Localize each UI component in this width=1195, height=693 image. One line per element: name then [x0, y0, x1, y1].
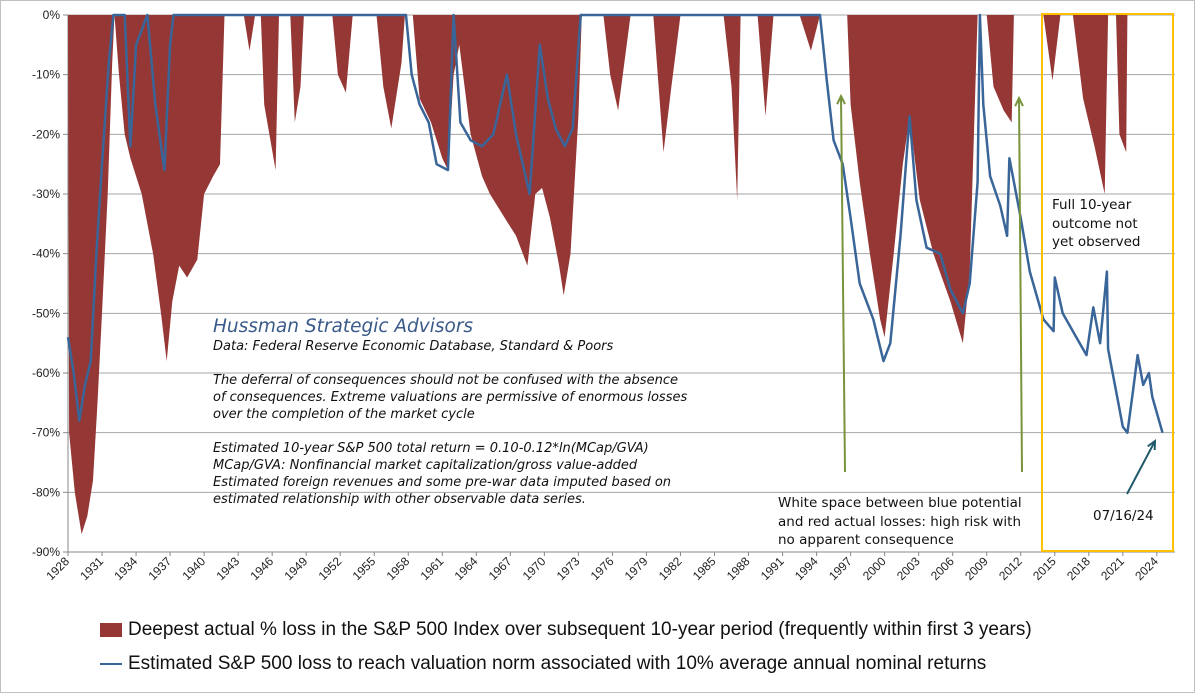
info-line: over the completion of the market cycle [213, 407, 475, 422]
y-tick-label: -80% [32, 485, 60, 499]
info-title: Hussman Strategic Advisors [213, 316, 474, 337]
x-tick-label: 1982 [656, 554, 685, 583]
x-tick-label: 1949 [282, 554, 311, 583]
y-tick-label: -60% [32, 366, 60, 380]
info-line: of consequences. Extreme valuations are … [213, 390, 688, 405]
unobserved-period-box [1041, 13, 1174, 552]
annotation-line: no apparent consequence [778, 532, 954, 548]
x-tick-label: 2009 [962, 554, 991, 583]
x-tick-label: 1985 [690, 554, 719, 583]
x-tick-label: 2018 [1064, 554, 1093, 583]
x-tick-label: 2021 [1098, 554, 1127, 583]
x-tick-label: 1997 [826, 554, 855, 583]
estimated-loss-line [66, 13, 1164, 434]
x-tick-label: 1943 [213, 554, 242, 583]
drawdown-area [68, 15, 1128, 535]
y-tick-label: -20% [32, 127, 60, 141]
y-tick-label: -30% [32, 187, 60, 201]
info-source: Data: Federal Reserve Economic Database,… [213, 339, 614, 354]
x-tick-label: 1973 [554, 554, 583, 583]
white-space-annotation: White space between blue potential and r… [778, 494, 1022, 550]
legend-item-red: Deepest actual % loss in the S&P 500 Ind… [100, 619, 1032, 641]
y-tick-label: -40% [32, 247, 60, 261]
info-line: The deferral of consequences should not … [213, 373, 678, 388]
x-tick-label: 1961 [418, 554, 447, 583]
x-tick-label: 2024 [1132, 554, 1161, 583]
x-tick-label: 1976 [588, 554, 617, 583]
x-tick-label: 1946 [247, 554, 276, 583]
annotation-line: outcome not [1052, 215, 1138, 232]
info-box: Hussman Strategic Advisors Data: Federal… [213, 316, 687, 508]
x-tick-label: 1970 [520, 554, 549, 583]
x-tick-label: 2015 [1030, 554, 1059, 583]
x-tick-label: 1955 [350, 554, 379, 583]
y-tick-label: 0% [43, 8, 61, 22]
info-line: Estimated foreign revenues and some pre-… [213, 475, 672, 490]
y-tick-label: -50% [32, 306, 60, 320]
y-tick-label: -70% [32, 426, 60, 440]
x-tick-label: 2000 [860, 554, 889, 583]
x-tick-label: 1958 [384, 554, 413, 583]
x-tick-label: 2012 [996, 554, 1025, 583]
info-line: MCap/GVA: Nonfinancial market capitaliza… [213, 458, 638, 473]
x-tick-label: 1994 [792, 554, 821, 583]
x-tick-label: 1991 [758, 554, 787, 583]
x-tick-label: 1979 [622, 554, 651, 583]
legend-swatch-blue [100, 662, 122, 665]
latest-date-annotation: 07/16/24 [1093, 508, 1154, 524]
annotation-line: White space between blue potential [778, 495, 1022, 511]
x-tick-label: 1931 [77, 554, 106, 583]
y-tick-label: -10% [32, 68, 60, 82]
x-tick-label: 1940 [179, 554, 208, 583]
green-arrow-icon [840, 95, 846, 473]
green-arrow-icon [1018, 97, 1023, 473]
full-outcome-annotation: Full 10-year outcome not yet observed [1052, 196, 1140, 252]
date-arrow-icon [1126, 440, 1156, 495]
green-arrow-icon-head [1014, 95, 1024, 107]
info-line: estimated relationship with other observ… [213, 492, 586, 507]
legend-label: Estimated S&P 500 loss to reach valuatio… [128, 653, 987, 674]
x-tick-label: 1967 [486, 554, 515, 583]
date-arrow-icon-head [1147, 438, 1157, 451]
legend-swatch-red [100, 622, 122, 637]
x-tick-label: 1934 [111, 554, 140, 583]
info-line: Estimated 10-year S&P 500 total return =… [213, 441, 649, 456]
annotation-line: yet observed [1052, 234, 1141, 250]
x-tick-label: 2003 [894, 554, 923, 583]
x-tick-label: 1952 [316, 554, 345, 583]
y-tick-label: -90% [32, 545, 60, 559]
x-tick-label: 2006 [928, 554, 957, 583]
legend-item-blue: Estimated S&P 500 loss to reach valuatio… [100, 653, 986, 675]
annotation-line: and red actual losses: high risk with [778, 513, 1022, 530]
x-tick-label: 1988 [724, 554, 753, 583]
green-arrow-icon-head [836, 93, 846, 105]
legend-label: Deepest actual % loss in the S&P 500 Ind… [128, 619, 1032, 640]
annotation-line: Full 10-year [1052, 197, 1132, 213]
x-tick-label: 1937 [145, 554, 174, 583]
x-tick-label: 1964 [452, 554, 481, 583]
